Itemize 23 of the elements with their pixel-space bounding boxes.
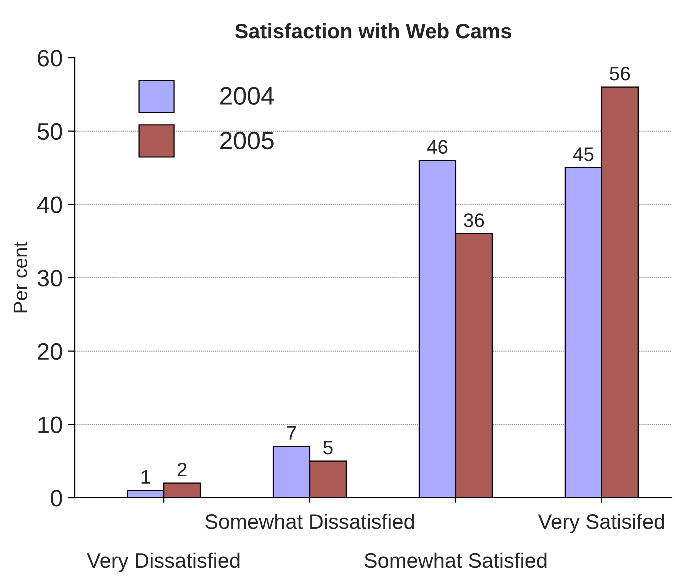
data-label: 45 [573,148,594,162]
y-tick-label: 20 [38,343,62,360]
x-tick-label: Very Satisifed [538,514,664,534]
y-axis-title: Per cent [14,242,28,313]
y-tick-label: 60 [38,50,62,67]
data-label: 2 [178,462,187,477]
y-tick-label: 30 [38,270,62,287]
data-label: 46 [427,140,448,154]
data-label: 5 [324,441,333,455]
x-tick-label: Somewhat Dissatisfied [206,514,414,530]
x-tick-label: Somewhat Satisfied [364,552,547,568]
data-label: 56 [610,66,630,81]
x-tick-label: Very Dissatisfied [87,552,240,572]
y-tick-label: 10 [38,416,62,434]
legend-label: 2005 [220,132,274,150]
data-label: 36 [464,214,484,228]
legend-label: 2004 [220,87,274,105]
y-tick-label: 0 [50,490,62,507]
y-tick-label: 40 [37,196,62,214]
chart-title: Satisfaction with Web Cams [235,23,512,39]
data-label: 7 [287,426,296,440]
y-tick-label: 50 [38,123,62,140]
data-label: 1 [142,470,150,484]
